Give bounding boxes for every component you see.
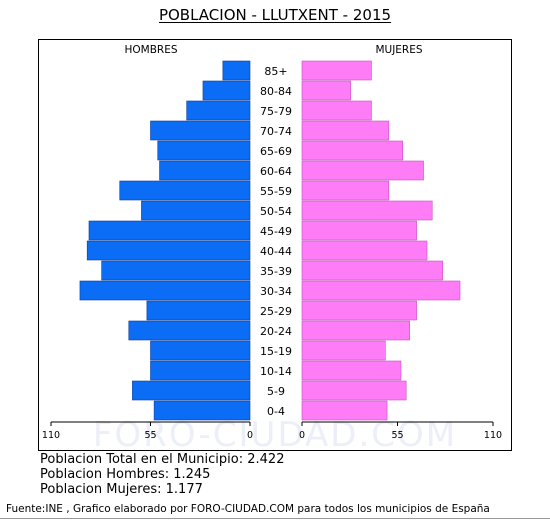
age-group-label: 80-84 [260, 85, 292, 98]
bar-mujeres [301, 80, 351, 101]
bar-hombres [150, 120, 251, 141]
bar-hombres [119, 180, 251, 201]
age-group-label: 0-4 [267, 405, 285, 418]
age-group-label: 45-49 [260, 225, 292, 238]
age-group-label: 25-29 [260, 305, 292, 318]
bar-mujeres [301, 400, 388, 421]
bar-mujeres [301, 320, 410, 341]
population-stats: Poblacion Total en el Municipio: 2.422 P… [40, 452, 284, 497]
age-group-label: 30-34 [260, 285, 292, 298]
stat-hombres: Poblacion Hombres: 1.245 [40, 467, 211, 482]
bar-mujeres [301, 160, 424, 181]
bar-hombres [186, 100, 251, 121]
legend-mujeres: MUJERES [375, 44, 422, 56]
bar-hombres [159, 160, 251, 181]
chart-frame: FORO-CIUDAD.COM HOMBRES MUJERES 85+ 80-84 75-… [38, 39, 512, 451]
x-tick-label: 110 [484, 430, 502, 441]
age-group-label: 10-14 [260, 365, 292, 378]
age-group-label: 35-39 [260, 265, 292, 278]
bottom-divider [0, 518, 550, 519]
bar-mujeres [301, 340, 386, 361]
watermark: FORO-CIUDAD.COM [93, 415, 457, 450]
bar-mujeres [301, 200, 433, 221]
bar-hombres [150, 340, 251, 361]
x-tick-label: 0 [299, 430, 305, 441]
age-group-label: 85+ [264, 65, 287, 78]
legend-hombres: HOMBRES [124, 44, 177, 56]
age-group-label: 40-44 [260, 245, 292, 258]
source-footer: Fuente:INE , Grafico elaborado por FORO-… [6, 503, 490, 515]
bar-mujeres [301, 260, 443, 281]
age-group-label: 15-19 [260, 345, 292, 358]
bar-hombres [132, 380, 251, 401]
stat-mujeres: Poblacion Mujeres: 1.177 [40, 482, 203, 497]
bar-hombres [150, 360, 251, 381]
bar-hombres [128, 320, 251, 341]
age-group-label: 75-79 [260, 105, 292, 118]
bar-hombres [222, 60, 251, 81]
age-group-label: 65-69 [260, 145, 292, 158]
bar-mujeres [301, 300, 417, 321]
age-group-label: 5-9 [267, 385, 285, 398]
bar-mujeres [301, 360, 402, 381]
population-pyramid-chart: FORO-CIUDAD.COM HOMBRES MUJERES 85+ 80-84 75-… [42, 44, 502, 450]
bar-hombres [202, 80, 251, 101]
bar-mujeres [301, 100, 372, 121]
x-tick-label: 55 [391, 430, 403, 441]
bar-hombres [79, 280, 251, 301]
bar-mujeres [301, 180, 390, 201]
bar-hombres [88, 220, 251, 241]
age-group-label: 70-74 [260, 125, 292, 138]
bar-hombres [101, 260, 251, 281]
stat-total: Poblacion Total en el Municipio: 2.422 [40, 452, 285, 467]
bar-mujeres [301, 120, 390, 141]
bar-mujeres [301, 220, 417, 241]
age-group-label: 55-59 [260, 185, 292, 198]
chart-title: POBLACION - LLUTXENT - 2015 [158, 6, 392, 24]
age-group-label: 50-54 [260, 205, 292, 218]
x-tick-label: 110 [42, 430, 60, 441]
bar-hombres [86, 240, 251, 261]
bar-mujeres [301, 60, 372, 81]
bar-mujeres [301, 240, 428, 261]
bar-mujeres [301, 280, 461, 301]
bar-hombres [157, 140, 251, 161]
age-group-label: 20-24 [260, 325, 292, 338]
bar-mujeres [301, 140, 404, 161]
bar-hombres [146, 300, 251, 321]
bar-hombres [153, 400, 251, 421]
x-tick-label: 55 [144, 430, 156, 441]
bar-hombres [141, 200, 251, 221]
x-tick-label: 0 [247, 430, 253, 441]
age-group-label: 60-64 [260, 165, 292, 178]
bar-mujeres [301, 380, 407, 401]
